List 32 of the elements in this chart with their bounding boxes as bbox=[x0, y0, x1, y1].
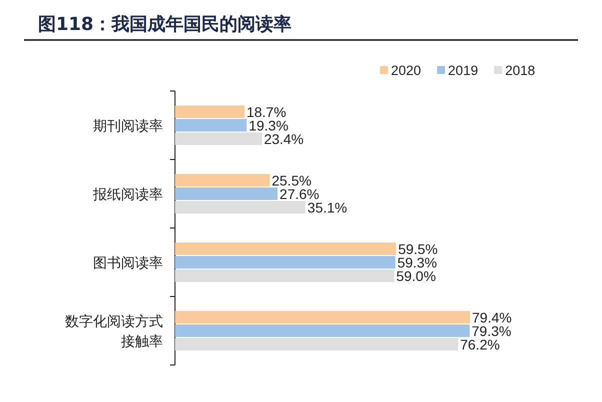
bar bbox=[175, 311, 470, 324]
y-tick-label: 报纸阅读率 bbox=[92, 186, 163, 203]
y-tick-label: 期刊阅读率 bbox=[93, 118, 163, 134]
data-label: 59.0% bbox=[396, 268, 436, 284]
data-label: 25.5% bbox=[272, 172, 312, 188]
data-label: 79.4% bbox=[472, 310, 512, 326]
bar bbox=[175, 201, 306, 214]
data-label: 35.1% bbox=[307, 200, 348, 216]
data-label: 59.3% bbox=[397, 254, 438, 270]
chart-title: 图118：我国成年国民的阅读率 bbox=[38, 14, 292, 35]
legend-label: 2018 bbox=[505, 63, 536, 78]
data-label: 19.3% bbox=[248, 118, 288, 134]
data-label: 79.3% bbox=[472, 323, 512, 339]
bar bbox=[175, 119, 247, 132]
bar bbox=[175, 132, 262, 145]
data-label: 27.6% bbox=[280, 186, 320, 202]
bar bbox=[175, 270, 394, 282]
legend-label: 2019 bbox=[448, 63, 478, 78]
data-label: 23.4% bbox=[264, 131, 304, 147]
bar bbox=[175, 324, 470, 337]
bar bbox=[175, 174, 270, 186]
y-tick-label: 数字化阅读方式接触率 bbox=[65, 314, 163, 350]
bar bbox=[175, 338, 458, 350]
legend-label: 2020 bbox=[391, 63, 422, 78]
data-label: 18.7% bbox=[246, 104, 286, 120]
bar bbox=[175, 242, 396, 255]
bar bbox=[175, 256, 396, 268]
bar bbox=[175, 188, 278, 200]
y-tick-label: 图书阅读率 bbox=[93, 255, 163, 272]
data-label: 76.2% bbox=[460, 336, 500, 352]
data-label: 59.5% bbox=[398, 241, 438, 257]
bar bbox=[175, 106, 244, 118]
